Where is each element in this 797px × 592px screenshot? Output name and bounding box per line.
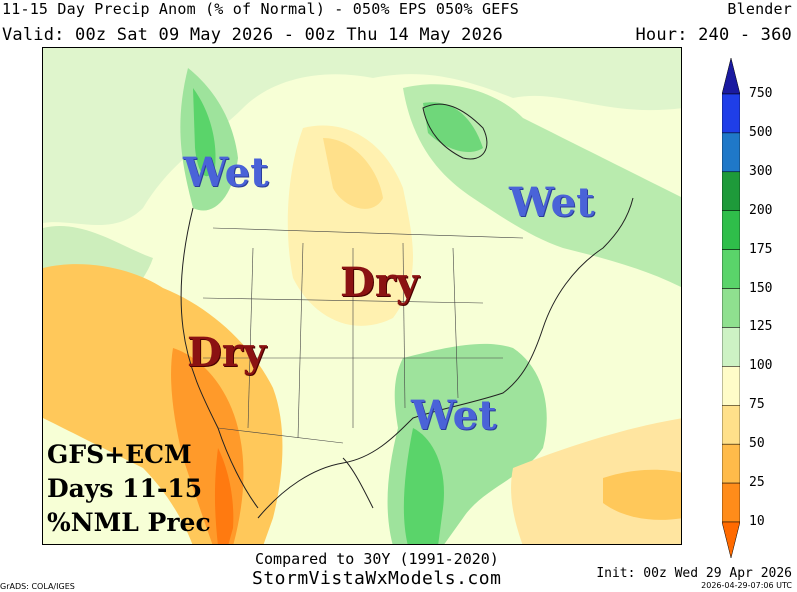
political-boundaries (202, 227, 524, 444)
colorbar-swatch (722, 288, 740, 328)
colorbar-swatch (722, 482, 740, 523)
colorbar-top-arrow (722, 58, 740, 95)
colorbar-swatch (722, 132, 740, 173)
dry-core-caribbean (603, 469, 681, 520)
site-name: StormVistaWxModels.com (252, 568, 502, 589)
wet-core-nw (193, 88, 216, 177)
colorbar-swatch (722, 443, 740, 484)
colorbar-level-label: 750 (749, 86, 773, 101)
dry-core-baja (214, 448, 234, 544)
precip-anomaly-map: Wet Wet Wet Dry Dry GFS+ECM Days 11-15 %… (42, 47, 682, 545)
note-line-2: Days 11-15 (47, 474, 203, 503)
grads-credit: GrADS: COLA/IGES (0, 582, 75, 591)
dry-core-central (323, 138, 383, 209)
wet-label-northwest: Wet (183, 149, 269, 196)
wet-label-northeast: Wet (509, 179, 595, 226)
colorbar-level-label: 150 (749, 280, 773, 296)
wet-label-southeast: Wet (411, 392, 497, 439)
note-line-3: %NML Prec (47, 508, 211, 537)
colorbar-swatch (722, 249, 740, 289)
forecast-hour: Hour: 240 - 360 (635, 25, 792, 45)
colorbar-swatch (722, 366, 740, 406)
model-name: Blender (727, 0, 792, 18)
generated-timestamp: 2026-04-29-07:06 UTC (701, 581, 792, 590)
colorbar-swatch (722, 93, 740, 134)
dry-zone-central (287, 125, 413, 326)
colorbar-level-label: 300 (749, 163, 773, 179)
colorbar-level-label: 175 (749, 241, 773, 257)
coastlines (180, 103, 634, 519)
colorbar-swatch (722, 327, 740, 367)
dry-label-central: Dry (340, 259, 420, 306)
wet-core-gulf (403, 428, 444, 544)
colorbar-swatch (722, 171, 740, 211)
colorbar-bottom-arrow (722, 521, 740, 558)
colorbar-level-label: 200 (749, 202, 773, 218)
map-canvas (43, 48, 681, 544)
valid-period: Valid: 00z Sat 09 May 2026 - 00z Thu 14 … (2, 25, 503, 45)
colorbar-level-label: 75 (749, 397, 765, 413)
dry-label-southwest: Dry (187, 329, 267, 376)
colorbar-level-label: 50 (749, 436, 765, 452)
colorbar-level-label: 25 (749, 475, 765, 491)
color-scale-bar (722, 58, 740, 558)
map-title: 11-15 Day Precip Anom (% of Normal) - 05… (2, 0, 519, 18)
note-line-1: GFS+ECM (47, 440, 192, 469)
init-time: Init: 00z Wed 29 Apr 2026 (596, 566, 792, 581)
colorbar-level-label: 10 (749, 514, 765, 529)
colorbar-level-label: 100 (749, 358, 773, 374)
climatology-reference: Compared to 30Y (1991-2020) (255, 550, 499, 568)
colorbar-level-label: 500 (749, 124, 773, 140)
colorbar-level-label: 125 (749, 319, 773, 335)
colorbar-swatch (722, 210, 740, 250)
model-note: GFS+ECM Days 11-15 %NML Prec (47, 438, 211, 540)
colorbar-swatch (722, 405, 740, 445)
